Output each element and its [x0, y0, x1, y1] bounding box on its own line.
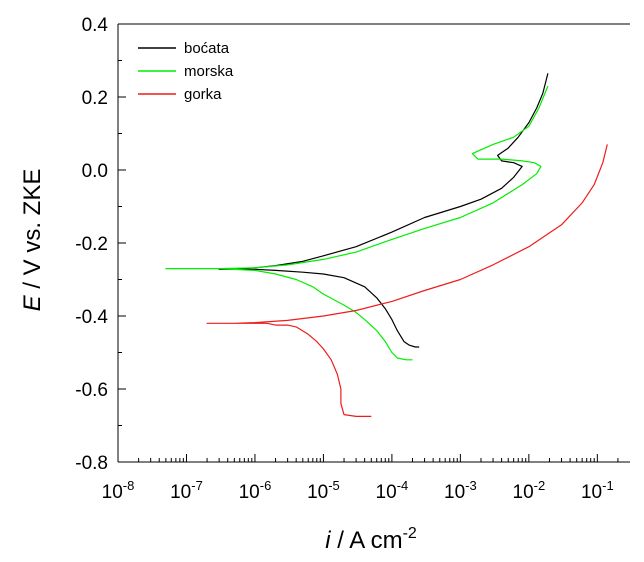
y-tick-label: 0.0 [82, 161, 108, 182]
legend-label-boćata: boćata [184, 40, 230, 57]
x-tick-label: 10-1 [581, 478, 614, 503]
y-tick-label: 0.4 [82, 15, 109, 36]
curves [165, 73, 608, 417]
series-line-boćata [218, 73, 549, 348]
x-tick-label: 10-6 [239, 478, 272, 503]
y-tick-label: -0.2 [75, 234, 108, 255]
legend-label-gorka: gorka [184, 86, 222, 103]
series-line-gorka [206, 144, 608, 417]
series-line-morska [165, 85, 549, 361]
x-tick-label: 10-4 [376, 478, 409, 503]
y-axis: 0.4 0.2 0.0 -0.2 -0.4 -0.6 -0.8 [75, 15, 126, 474]
legend-label-morska: morska [184, 63, 234, 80]
x-axis-title: i / A cm-2 [325, 525, 417, 554]
x-tick-label: 10-2 [513, 478, 546, 503]
y-tick-label: -0.6 [75, 380, 108, 401]
x-tick-label: 10-8 [102, 478, 135, 503]
y-tick-label: -0.8 [75, 453, 108, 474]
y-tick-label: -0.4 [75, 307, 108, 328]
x-tick-label: 10-3 [444, 478, 477, 503]
y-tick-label: 0.2 [82, 88, 108, 109]
x-tick-label: 10-7 [170, 478, 203, 503]
legend: boćata morska gorka [138, 40, 234, 103]
x-axis: 10-8 10-7 10-6 10-5 10-4 10-3 10-2 10-1 [102, 454, 619, 503]
y-axis-title: E / V vs. ZKE [19, 169, 46, 312]
x-tick-label: 10-5 [307, 478, 340, 503]
